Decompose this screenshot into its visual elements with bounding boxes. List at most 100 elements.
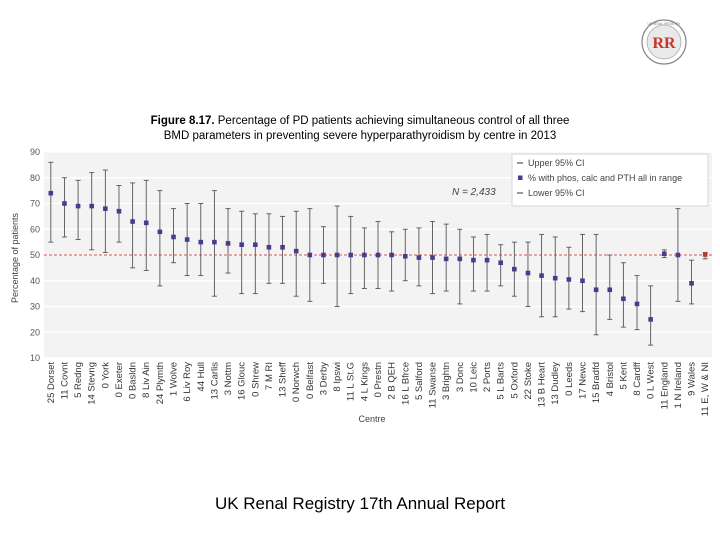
data-point [75, 203, 81, 209]
x-category-label: 5 Oxford [509, 362, 520, 398]
x-category-label: 15 Bradfd [591, 362, 602, 403]
y-tick-label: 30 [30, 302, 40, 312]
data-point [471, 257, 476, 263]
x-category-label: 17 Newc [577, 362, 588, 399]
y-tick-label: 20 [30, 327, 40, 337]
legend: Upper 95% CI % with phos, calc and PTH al… [511, 153, 709, 207]
data-point [212, 239, 217, 245]
x-category-label: 5 L Barts [496, 362, 507, 400]
x-category-label: 0 Exeter [114, 362, 125, 397]
x-category-label: 6 Liv Roy [182, 362, 193, 402]
x-category-label: 16 Glouc [237, 362, 248, 400]
x-category-label: 10 Leic [468, 362, 479, 393]
legend-entry: Lower 95% CI [528, 188, 585, 198]
x-category-label: 9 Wales [687, 362, 698, 396]
logo-ring-text: UK RENAL REGISTRY [648, 22, 682, 26]
y-tick-label: 70 [30, 199, 40, 209]
data-point [457, 256, 463, 262]
data-point [307, 252, 313, 258]
report-footer: UK Renal Registry 17th Annual Report [214, 494, 506, 513]
y-tick-label: 50 [30, 250, 40, 260]
x-category-label: 0 Norwch [291, 362, 302, 402]
x-category-label: 3 Nottm [223, 362, 234, 395]
y-tick-label: 60 [30, 224, 40, 234]
x-category-label: 16 L Bfrce [400, 362, 411, 405]
x-category-label: 11 E, W & NI [700, 362, 711, 416]
x-category-label: 11 Covnt [59, 362, 70, 400]
logo-text: RR [652, 35, 676, 52]
x-category-label: 0 Shrew [250, 362, 261, 397]
x-category-label: 4 L Kings [359, 362, 370, 402]
x-category-label: 25 Dorset [46, 362, 57, 404]
data-marks [48, 161, 708, 346]
y-axis-ticks: 10 20 30 40 50 60 70 80 90 [30, 147, 40, 363]
data-point [362, 252, 367, 258]
y-axis-label: Percentage of patients [10, 212, 20, 303]
x-axis-label: Centre [358, 414, 385, 424]
x-category-label: 5 Redng [73, 362, 84, 398]
data-point [48, 190, 54, 196]
caption-line-2: BMD parameters in preventing severe hype… [163, 130, 557, 142]
data-point [593, 287, 599, 293]
data-point [375, 252, 381, 258]
x-category-label: 0 York [100, 362, 111, 389]
data-point [198, 239, 204, 245]
data-point [225, 241, 231, 246]
x-category-label: 8 Liv Ain [141, 362, 152, 398]
x-category-label: 5 Kent [618, 362, 629, 390]
data-point [89, 203, 95, 209]
data-point [103, 206, 108, 211]
x-category-label: 4 Bristol [605, 362, 616, 396]
data-point [389, 252, 394, 258]
x-category-label: 11 England [659, 362, 670, 409]
data-point [280, 244, 285, 250]
x-category-label: 0 L West [646, 362, 657, 399]
data-point [702, 252, 708, 257]
data-point [443, 256, 449, 262]
legend-entry: % with phos, calc and PTH all in range [528, 173, 682, 183]
data-point [648, 317, 653, 322]
legend-entry: Upper 95% CI [528, 158, 585, 168]
x-category-label: 3 Derby [318, 362, 329, 396]
data-point [484, 257, 490, 263]
chart-svg: 10 20 30 40 50 60 70 80 90 25 Dorset 11 Covnt 5 Re… [10, 147, 712, 424]
data-point [552, 275, 558, 281]
data-point [253, 242, 258, 247]
data-point [184, 237, 190, 242]
data-point [430, 255, 435, 260]
x-category-label: 44 Hull [196, 362, 207, 392]
data-point [130, 219, 135, 224]
data-point [293, 248, 299, 254]
x-axis-labels: 25 Dorset 11 Covnt 5 Redng 14 Stevng 0 York 0… [46, 362, 711, 417]
data-point [689, 281, 694, 286]
x-category-label: 13 Dudley [550, 362, 561, 405]
data-point [621, 296, 626, 302]
x-category-label: 0 Leeds [564, 362, 575, 396]
data-point [634, 301, 640, 307]
x-category-label: 0 Basldn [128, 362, 139, 399]
data-point [266, 244, 272, 250]
x-category-label: 7 M RI [264, 362, 275, 390]
data-point [348, 252, 354, 258]
y-tick-label: 40 [30, 276, 40, 286]
y-tick-label: 90 [30, 147, 40, 157]
y-tick-label: 10 [30, 353, 40, 363]
x-category-label: 0 Belfast [305, 362, 316, 399]
figure-caption: Figure 8.17. Percentage of PD patients a… [120, 114, 600, 144]
caption-line-1: Percentage of PD patients achieving simu… [217, 115, 570, 127]
x-category-label: 22 Stoke [523, 362, 534, 400]
x-category-label: 5 Salford [414, 362, 425, 400]
y-tick-label: 80 [30, 173, 40, 183]
x-category-label: 0 Prestn [373, 362, 384, 397]
x-category-label: 13 B Heart [537, 362, 548, 408]
x-category-label: 8 Cardff [632, 362, 643, 396]
x-category-label: 11 Swanse [428, 362, 439, 408]
x-category-label: 3 Brightn [441, 362, 452, 400]
data-point [416, 255, 422, 260]
data-point [607, 287, 613, 293]
data-point [116, 208, 122, 214]
x-category-label: 1 N Ireland [673, 362, 684, 408]
registry-logo: RR UK RENAL REGISTRY [641, 19, 687, 65]
data-point [171, 234, 176, 240]
data-point [580, 278, 585, 284]
